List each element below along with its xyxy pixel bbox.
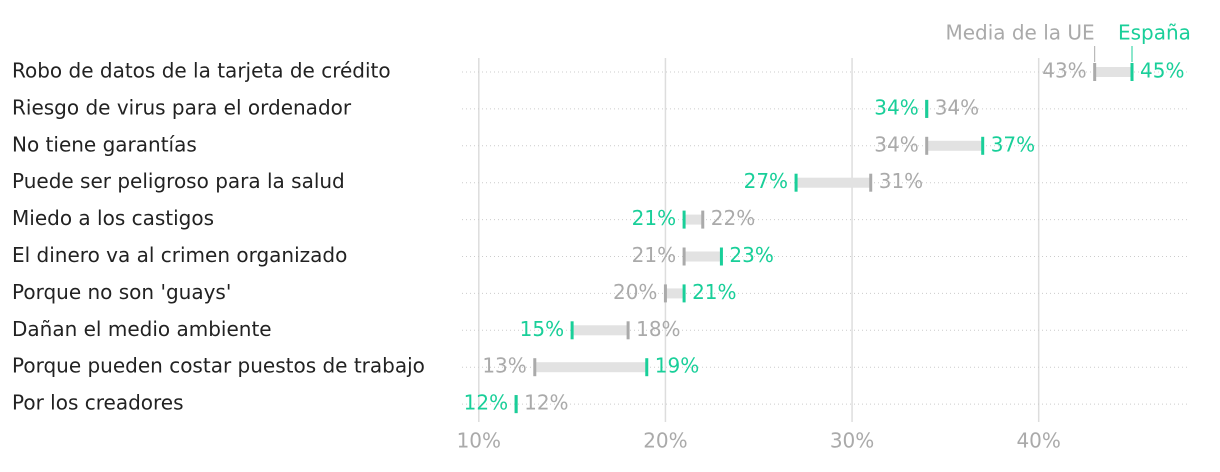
category-label: Robo de datos de la tarjeta de crédito (12, 59, 391, 83)
marker (645, 358, 649, 377)
value-label: 37% (991, 132, 1035, 156)
value-label: 19% (655, 354, 699, 378)
category-label: El dinero va al crimen organizado (12, 243, 347, 267)
value-label: 13% (482, 354, 526, 378)
x-tick-label: 40% (1016, 429, 1060, 453)
value-label: 27% (744, 169, 788, 193)
value-label: 20% (613, 280, 657, 304)
marker (682, 284, 686, 303)
category-label: No tiene garantías (12, 132, 197, 156)
marker (663, 284, 667, 303)
marker (869, 173, 873, 192)
range-bar (572, 325, 629, 336)
value-label: 34% (935, 95, 979, 119)
marker (626, 321, 630, 340)
category-label: Porque no son 'guays' (12, 280, 231, 304)
marker (570, 321, 574, 340)
range-bar (926, 140, 983, 151)
range-bar (665, 288, 685, 299)
marker (682, 247, 686, 266)
value-label: 12% (524, 391, 568, 415)
category-label: Miedo a los castigos (12, 206, 214, 230)
value-label: 21% (692, 280, 736, 304)
value-label: 22% (711, 206, 755, 230)
category-label: Puede ser peligroso para la salud (12, 169, 345, 193)
marker (682, 210, 686, 229)
marker (981, 136, 985, 155)
value-label: 23% (729, 243, 773, 267)
x-tick-label: 20% (643, 429, 687, 453)
marker (533, 358, 537, 377)
category-label: Por los creadores (12, 391, 184, 415)
value-label: 18% (636, 317, 680, 341)
range-bar (684, 251, 722, 262)
marker (719, 247, 723, 266)
x-tick-label: 10% (457, 429, 501, 453)
category-label: Dañan el medio ambiente (12, 317, 272, 341)
value-label: 21% (632, 206, 676, 230)
legend-label: Media de la UE (945, 21, 1094, 45)
category-label: Riesgo de virus para el ordenador (12, 95, 352, 119)
marker (794, 173, 798, 192)
marker (1130, 63, 1134, 81)
category-label: Porque pueden costar puestos de trabajo (12, 354, 425, 378)
marker (701, 210, 705, 229)
value-label: 31% (879, 169, 923, 193)
marker (925, 136, 929, 155)
marker (514, 395, 518, 414)
marker (1093, 63, 1097, 81)
value-label: 34% (874, 95, 918, 119)
value-label: 45% (1140, 59, 1184, 83)
x-tick-label: 30% (830, 429, 874, 453)
range-bar (1094, 67, 1133, 77)
range-bar (534, 362, 647, 373)
range-bar (796, 177, 871, 188)
range-bar (684, 214, 703, 225)
value-label: 15% (520, 317, 564, 341)
legend-label: España (1118, 21, 1191, 45)
value-label: 12% (464, 391, 508, 415)
marker (925, 99, 929, 118)
value-label: 34% (874, 132, 918, 156)
value-label: 43% (1042, 59, 1086, 83)
value-label: 21% (632, 243, 676, 267)
